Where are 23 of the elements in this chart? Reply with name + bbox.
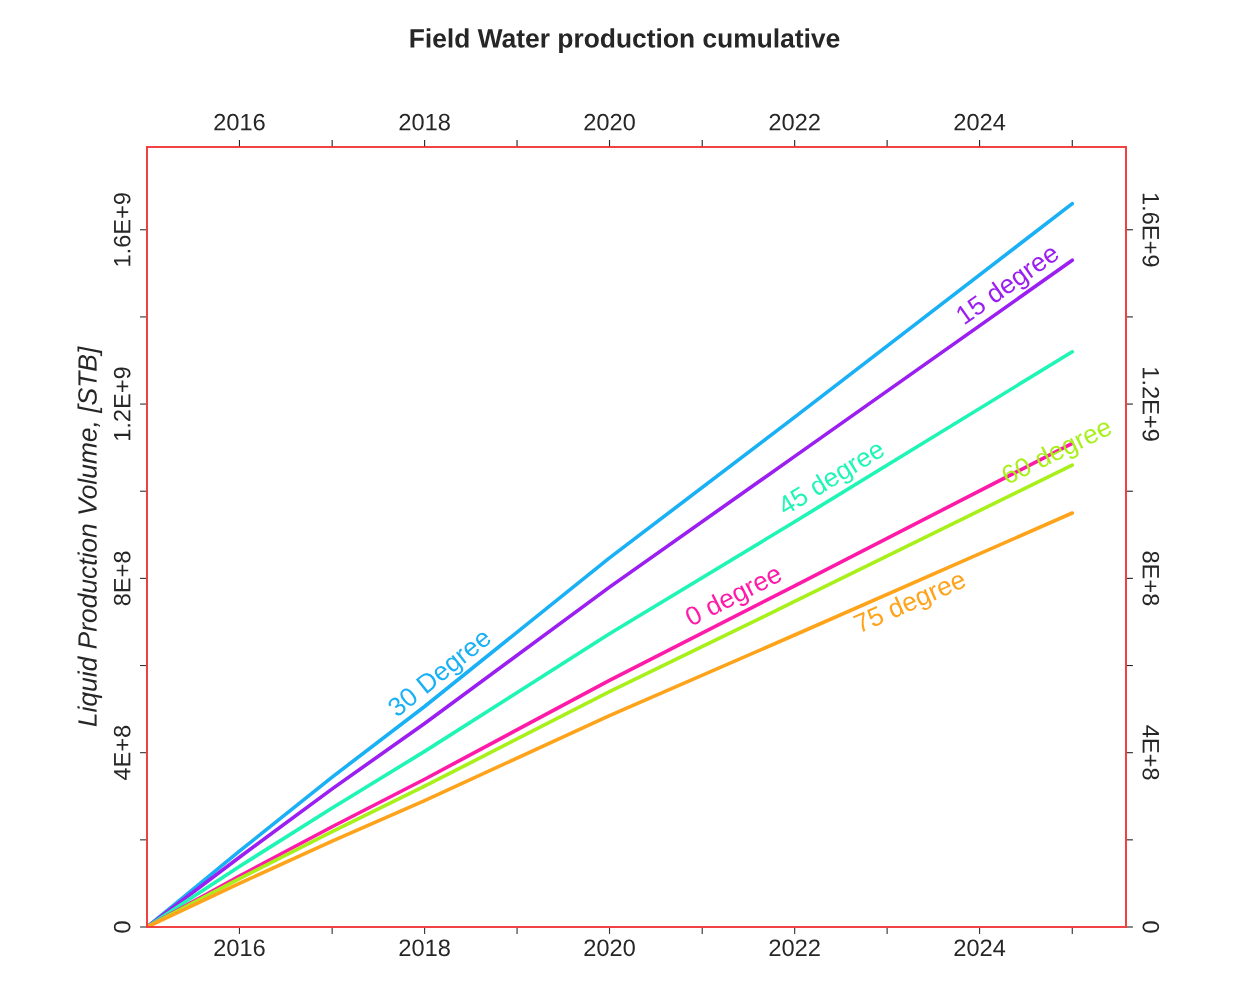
y-tick-label: 8E+8 (113, 551, 131, 606)
y-axis-title: Liquid Production Volume, [STB] (77, 346, 103, 727)
x2-tick-label: 2020 (584, 113, 635, 131)
text: 75 degree (852, 568, 969, 639)
x-tick-label: 2018 (399, 939, 450, 957)
x-tick-label: 2022 (769, 939, 820, 957)
x2-tick-label: 2016 (214, 113, 265, 131)
x2-tick-label: 2018 (399, 113, 450, 131)
chart-title: Field Water production cumulative (410, 28, 840, 53)
x-tick-label: 2016 (214, 939, 265, 957)
y-tick-label: 0 (113, 921, 131, 933)
y2-tick-label: 1.2E+9 (1142, 368, 1160, 441)
y-tick-label: 1.6E+9 (113, 193, 131, 266)
x2-tick-label: 2024 (954, 113, 1006, 131)
y2-tick-label: 1.6E+9 (1142, 193, 1160, 267)
y2-tick-label: 4E+8 (1142, 725, 1160, 780)
x2-tick-label: 2022 (769, 113, 820, 131)
y-tick-label: 4E+8 (113, 725, 131, 781)
y-tick-label: 1.2E+9 (113, 367, 131, 441)
y2-tick-label: 8E+8 (1142, 551, 1160, 606)
x-tick-label: 2020 (584, 939, 635, 957)
y2-tick-label: 0 (1142, 921, 1160, 933)
x-tick-label: 2024 (954, 939, 1006, 957)
